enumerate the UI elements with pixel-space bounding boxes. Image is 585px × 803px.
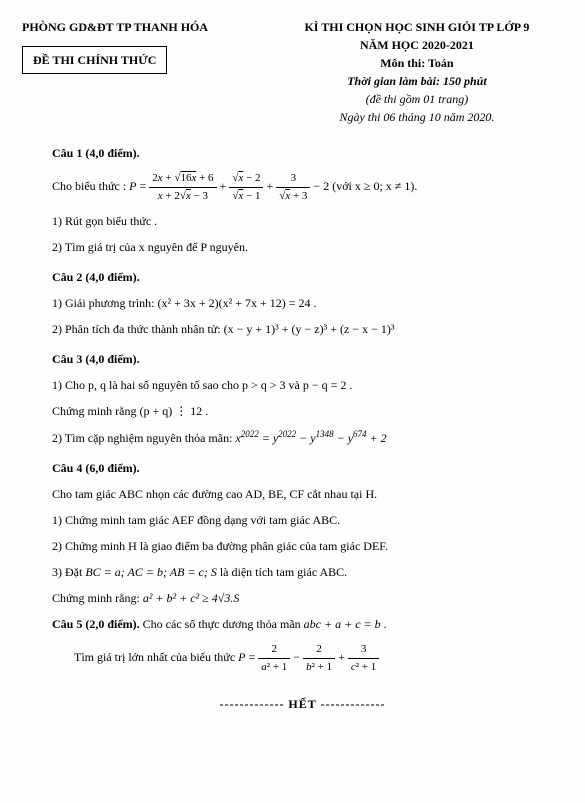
- exam-title: KÌ THI CHỌN HỌC SINH GIỎI TP LỚP 9: [271, 18, 563, 36]
- exam-subject: Môn thi: Toán: [271, 54, 563, 72]
- q2-p1: 1) Giải phương trình: (x² + 3x + 2)(x² +…: [52, 294, 553, 312]
- q4-p3: 3) Đặt BC = a; AC = b; AB = c; S là diện…: [52, 563, 553, 581]
- q1-p1: 1) Rút gọn biểu thức .: [52, 212, 553, 230]
- q1-intro: Cho biểu thức :: [52, 179, 126, 193]
- q3-title: Câu 3 (4,0 điểm).: [52, 350, 553, 368]
- q4-title: Câu 4 (6,0 điểm).: [52, 459, 553, 477]
- q3-p1b: Chứng minh rằng (p + q) ⋮ 12 .: [52, 402, 553, 420]
- q5-line: Câu 5 (2,0 điểm). Cho các số thực dương …: [52, 615, 553, 633]
- q5-title: Câu 5 (2,0 điểm).: [52, 617, 140, 631]
- header-right: KÌ THI CHỌN HỌC SINH GIỎI TP LỚP 9 NĂM H…: [271, 18, 563, 126]
- q1-p2: 2) Tìm giá trị của x nguyên để P nguyên.: [52, 238, 553, 256]
- official-box: ĐỀ THI CHÍNH THỨC: [22, 46, 167, 74]
- exam-pages: (đề thi gồm 01 trang): [271, 90, 563, 108]
- header: PHÒNG GD&ĐT TP THANH HÓA ĐỀ THI CHÍNH TH…: [22, 18, 563, 126]
- q3-p2: 2) Tìm cặp nghiệm nguyên thỏa mãn: x2022…: [52, 428, 553, 447]
- q4-p1: 1) Chứng minh tam giác AEF đồng dạng với…: [52, 511, 553, 529]
- q1-cond: (với x ≥ 0; x ≠ 1).: [332, 179, 417, 193]
- q5-p1: Tìm giá trị lớn nhất của biểu thức P = 2…: [52, 641, 553, 675]
- org-name: PHÒNG GD&ĐT TP THANH HÓA: [22, 18, 271, 36]
- exam-time: Thời gian làm bài: 150 phút: [271, 72, 563, 90]
- q1-expr: Cho biểu thức : P = 2x + √16x + 6x + 2√x…: [52, 170, 553, 204]
- q2-title: Câu 2 (4,0 điểm).: [52, 268, 553, 286]
- q4-intro: Cho tam giác ABC nhọn các đường cao AD, …: [52, 485, 553, 503]
- content: Câu 1 (4,0 điểm). Cho biểu thức : P = 2x…: [22, 144, 563, 713]
- exam-year: NĂM HỌC 2020-2021: [271, 36, 563, 54]
- q4-p4: Chứng minh rằng: a² + b² + c² ≥ 4√3.S: [52, 589, 553, 607]
- q5-intro: Cho các số thực dương thỏa mãn abc + a +…: [143, 617, 387, 631]
- exam-date: Ngày thi 06 tháng 10 năm 2020.: [271, 108, 563, 126]
- q3-p1a: 1) Cho p, q là hai số nguyên tố sao cho …: [52, 376, 553, 394]
- q4-p2: 2) Chứng minh H là giao điểm ba đường ph…: [52, 537, 553, 555]
- header-left: PHÒNG GD&ĐT TP THANH HÓA ĐỀ THI CHÍNH TH…: [22, 18, 271, 126]
- q1-title: Câu 1 (4,0 điểm).: [52, 144, 553, 162]
- q2-p2: 2) Phân tích đa thức thành nhân tử: (x −…: [52, 320, 553, 338]
- footer: ------------- HẾT -------------: [52, 695, 553, 713]
